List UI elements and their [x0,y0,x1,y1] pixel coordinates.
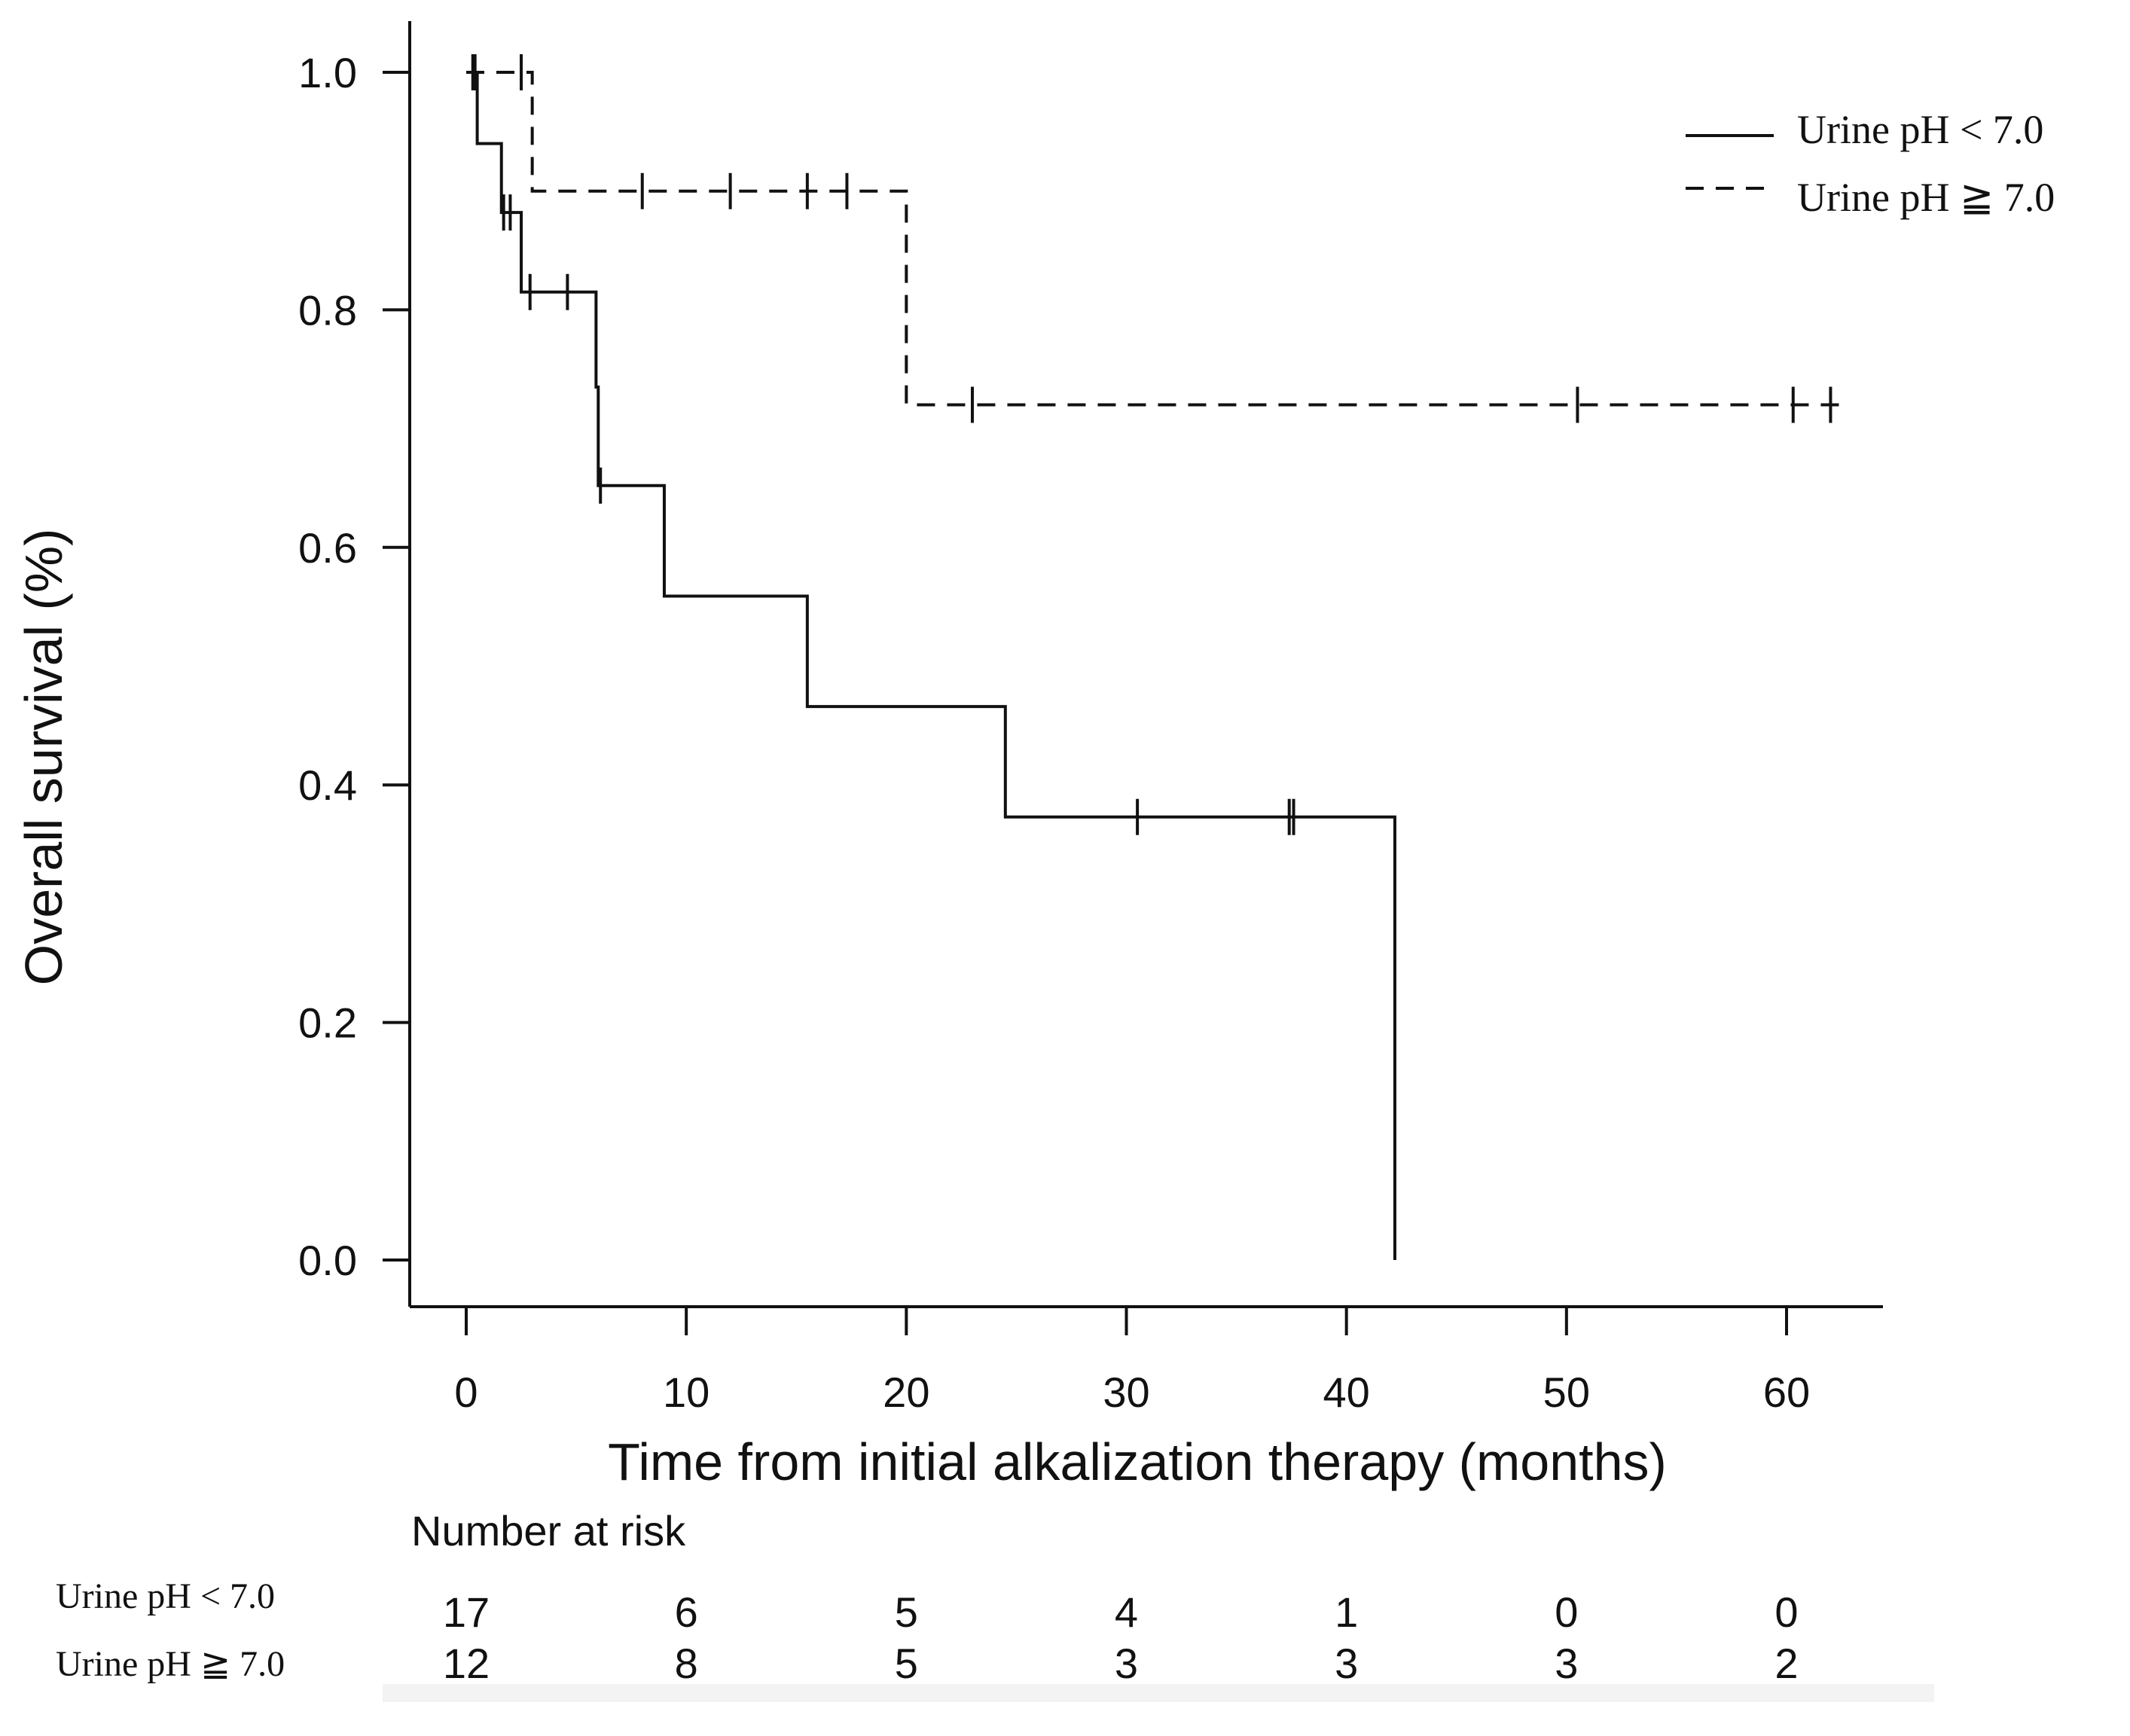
risk-row-label: Urine pH < 7.0 [56,1576,275,1616]
risk-value: 5 [895,1640,918,1687]
y-tick-label: 1.0 [298,49,357,96]
survival-curve-dashed [466,71,1842,407]
risk-values: 17 6 5 4 1 0 0 12 8 5 3 3 3 2 [443,1588,1799,1687]
risk-value: 12 [443,1640,490,1687]
legend-label-dashed: Urine pH ≧ 7.0 [1797,175,2055,220]
risk-value: 6 [675,1588,698,1636]
y-tick-label: 0.8 [298,286,357,334]
risk-value: 17 [443,1588,490,1636]
survival-curve-solid [466,71,1396,1260]
risk-value: 3 [1555,1640,1578,1687]
risk-value: 4 [1115,1588,1138,1636]
y-tick-label: 0.4 [298,761,357,809]
series-layer [466,54,1842,1260]
x-tick-label: 0 [454,1368,478,1416]
risk-value: 8 [675,1640,698,1687]
risk-value: 2 [1774,1640,1798,1687]
risk-table: Number at risk Urine pH < 7.0 Urine pH ≧… [56,1507,1799,1687]
x-tick-label: 50 [1543,1368,1590,1416]
risk-value: 5 [895,1588,918,1636]
risk-row-label: Urine pH ≧ 7.0 [56,1644,285,1684]
risk-value: 0 [1555,1588,1578,1636]
risk-table-title: Number at risk [411,1507,686,1554]
y-tick-label: 0.6 [298,524,357,572]
risk-value: 3 [1115,1640,1138,1687]
y-tick-label: 0.2 [298,999,357,1047]
y-ticks: 0.0 0.2 0.4 0.6 0.8 1.0 [298,49,410,1284]
x-axis-title: Time from initial alkalization therapy (… [608,1432,1667,1491]
x-ticks: 0 10 20 30 40 50 60 [454,1307,1810,1416]
y-tick-label: 0.0 [298,1237,357,1284]
legend: Urine pH < 7.0 Urine pH ≧ 7.0 [1686,107,2055,220]
risk-value: 0 [1774,1588,1798,1636]
axes: 0.0 0.2 0.4 0.6 0.8 1.0 0 10 20 30 40 50 60 [298,21,1883,1416]
risk-value: 3 [1335,1640,1358,1687]
x-tick-label: 30 [1103,1368,1149,1416]
x-tick-label: 40 [1323,1368,1370,1416]
x-tick-label: 20 [883,1368,929,1416]
x-tick-label: 60 [1763,1368,1810,1416]
y-axis-title: Overall survival (%) [14,529,73,986]
legend-label-solid: Urine pH < 7.0 [1797,107,2043,152]
risk-value: 1 [1335,1588,1358,1636]
bottom-shade [383,1684,1934,1702]
x-tick-label: 10 [663,1368,709,1416]
